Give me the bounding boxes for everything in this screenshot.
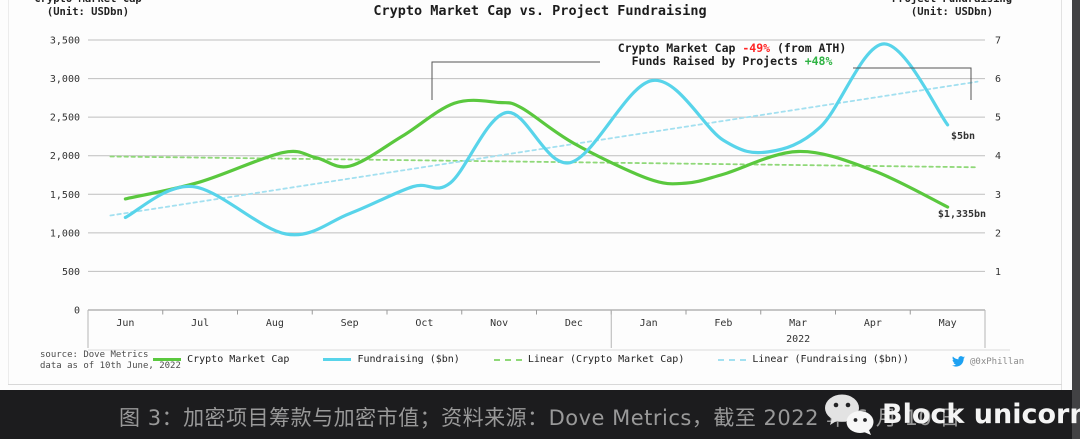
svg-text:May: May (939, 318, 957, 329)
svg-text:2022: 2022 (786, 334, 810, 345)
legend-label: Linear (Fundraising ($bn)) (752, 354, 909, 365)
source-line2: data as of 10th June, 2022 (40, 360, 181, 371)
svg-text:Apr: Apr (864, 318, 882, 329)
twitter-credit: @0xPhillan (952, 356, 1024, 367)
right-axis-title: Project Fundraising (Unit: USDbn) (888, 0, 1016, 19)
page-right-edge (1072, 0, 1080, 439)
svg-text:Jan: Jan (640, 318, 658, 329)
svg-text:3,500: 3,500 (50, 36, 80, 47)
legend-item-linear-market-cap: Linear (Crypto Market Cap) (493, 354, 685, 365)
page-left-border (8, 0, 9, 384)
svg-text:500: 500 (62, 267, 80, 278)
chart-title: Crypto Market Cap vs. Project Fundraisin… (373, 3, 707, 19)
svg-text:0: 0 (74, 306, 80, 317)
left-axis-title-line1: Crypto Market Cap (28, 0, 148, 6)
svg-text:1,000: 1,000 (50, 228, 80, 239)
linear-fundraising-swatch (718, 358, 747, 361)
annotation-line2: Funds Raised by Projects +48% (631, 53, 833, 68)
svg-text:Nov: Nov (490, 318, 508, 329)
svg-text:Jun: Jun (116, 318, 134, 329)
right-axis-title-line1: Project Fundraising (888, 0, 1016, 6)
svg-text:Oct: Oct (415, 318, 433, 329)
svg-text:Mar: Mar (789, 318, 807, 329)
svg-text:Aug: Aug (266, 318, 284, 329)
page-bottom-border (8, 384, 1062, 385)
svg-text:1: 1 (995, 267, 1001, 278)
svg-text:7: 7 (995, 36, 1001, 47)
twitter-bird-icon (952, 356, 965, 367)
watermark: Block unicorn (822, 392, 1080, 436)
svg-text:4: 4 (995, 151, 1001, 162)
legend-item-fundraising: Fundraising ($bn) (323, 354, 460, 365)
left-axis-title-line2: (Unit: USDbn) (46, 6, 130, 18)
right-axis-title-line2: (Unit: USDbn) (910, 6, 994, 18)
chart-canvas: 0 500 1,000 1,500 2,000 2,500 3,000 3,500 1 2 3 4 5 6… (50, 36, 1010, 351)
left-axis-title: Crypto Market Cap (Unit: USDbn) (28, 0, 148, 19)
svg-text:Feb: Feb (714, 318, 732, 329)
annotation-line1: Crypto Market Cap -49% (from ATH) (617, 41, 847, 55)
twitter-handle: @0xPhillan (970, 356, 1025, 367)
svg-text:3,000: 3,000 (50, 74, 80, 85)
watermark-text: Block unicorn (882, 398, 1080, 430)
svg-text:3: 3 (995, 190, 1001, 201)
linear-market-cap-swatch (493, 358, 522, 361)
source-line1: source: Dove Metrics (40, 350, 149, 360)
svg-text:2,500: 2,500 (50, 113, 80, 124)
legend-item-linear-fundraising: Linear (Fundraising ($bn)) (718, 354, 909, 365)
chart-legend: Crypto Market Cap Fundraising ($bn) Line… (0, 354, 1062, 365)
fundraising-line-swatch (323, 358, 352, 361)
svg-text:Jul: Jul (191, 318, 209, 329)
svg-text:1,500: 1,500 (50, 190, 80, 201)
funds-raised-pct: +48% (804, 53, 833, 68)
legend-label: Crypto Market Cap (187, 354, 290, 365)
market-cap-drop-pct: -49% (742, 41, 771, 55)
market-cap-line-swatch (153, 358, 182, 361)
svg-text:2: 2 (995, 228, 1001, 239)
legend-item-market-cap: Crypto Market Cap (153, 354, 289, 365)
svg-text:2,000: 2,000 (50, 151, 80, 162)
svg-text:5: 5 (995, 113, 1001, 124)
annotation-callout: Crypto Market Cap -49% (from ATH) Funds … (594, 42, 870, 67)
caption-band (0, 390, 1080, 439)
svg-text:Sep: Sep (341, 318, 359, 329)
legend-label: Linear (Crypto Market Cap) (527, 354, 685, 365)
wechat-logo-icon (825, 394, 874, 435)
legend-label: Fundraising ($bn) (357, 354, 460, 365)
svg-text:Dec: Dec (565, 318, 583, 329)
figure-caption: 图 3：加密项目筹款与加密市值；资料来源：Dove Metrics，截至 202… (119, 406, 961, 430)
fundraising-end-label: $5bn (950, 131, 976, 142)
page-right-gutter (1061, 0, 1062, 390)
data-source-note: source: Dove Metrics data as of 10th Jun… (40, 350, 181, 371)
market-cap-end-label: $1,335bn (937, 209, 987, 220)
svg-text:6: 6 (995, 74, 1001, 85)
